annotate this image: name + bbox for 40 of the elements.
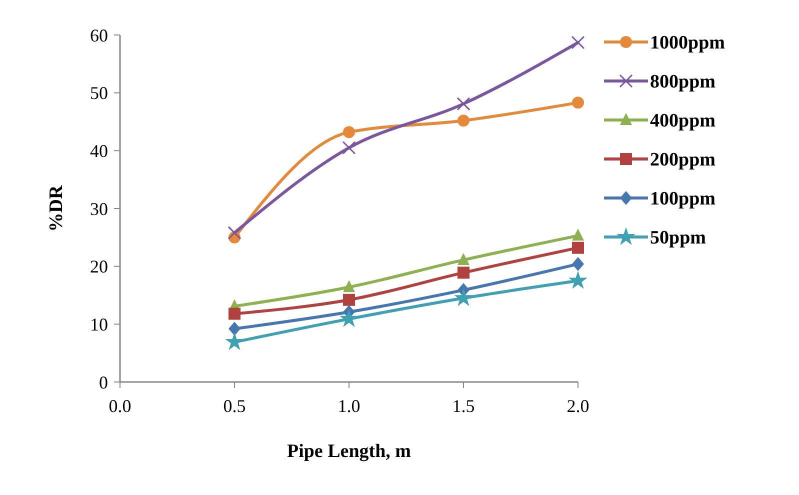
- point: [454, 288, 473, 306]
- x-tick-label: 2.0: [566, 396, 590, 416]
- point: [571, 36, 585, 50]
- y-tick-label: 30: [90, 198, 108, 219]
- point: [343, 126, 355, 138]
- legend-label: 100ppm: [650, 188, 716, 210]
- point: [228, 226, 242, 240]
- point: [225, 332, 244, 350]
- x-tick-label: 0.0: [108, 396, 132, 416]
- x-tick-label: 0.5: [223, 396, 246, 416]
- legend-label: 50ppm: [650, 228, 706, 249]
- point: [572, 242, 584, 254]
- legend-label: 1000ppm: [650, 32, 726, 54]
- legend-label: 200ppm: [650, 150, 716, 171]
- x-tick-label: 1.5: [452, 396, 475, 416]
- x-axis-title: Pipe Length, m: [286, 441, 412, 462]
- point: [572, 228, 584, 241]
- legend-label: 800ppm: [650, 72, 716, 93]
- x-tick-label: 1.0: [338, 396, 360, 416]
- y-tick-label: 50: [90, 83, 108, 104]
- point: [342, 141, 356, 155]
- y-tick-label: 60: [90, 25, 108, 46]
- y-tick-label: 40: [90, 140, 108, 161]
- point: [572, 96, 584, 109]
- legend-label: 400ppm: [650, 110, 716, 132]
- point: [458, 266, 470, 279]
- point: [228, 308, 240, 320]
- point: [458, 114, 470, 127]
- y-axis-title: %DR: [46, 185, 67, 232]
- point: [568, 270, 588, 289]
- point: [458, 252, 470, 265]
- y-tick-label: 10: [90, 314, 108, 334]
- point: [228, 322, 240, 336]
- point: [340, 309, 358, 327]
- y-tick-label: 20: [90, 256, 108, 277]
- point: [572, 257, 584, 272]
- point: [456, 97, 470, 111]
- point: [343, 294, 355, 306]
- point: [343, 280, 355, 292]
- y-tick-label: 0: [99, 372, 108, 392]
